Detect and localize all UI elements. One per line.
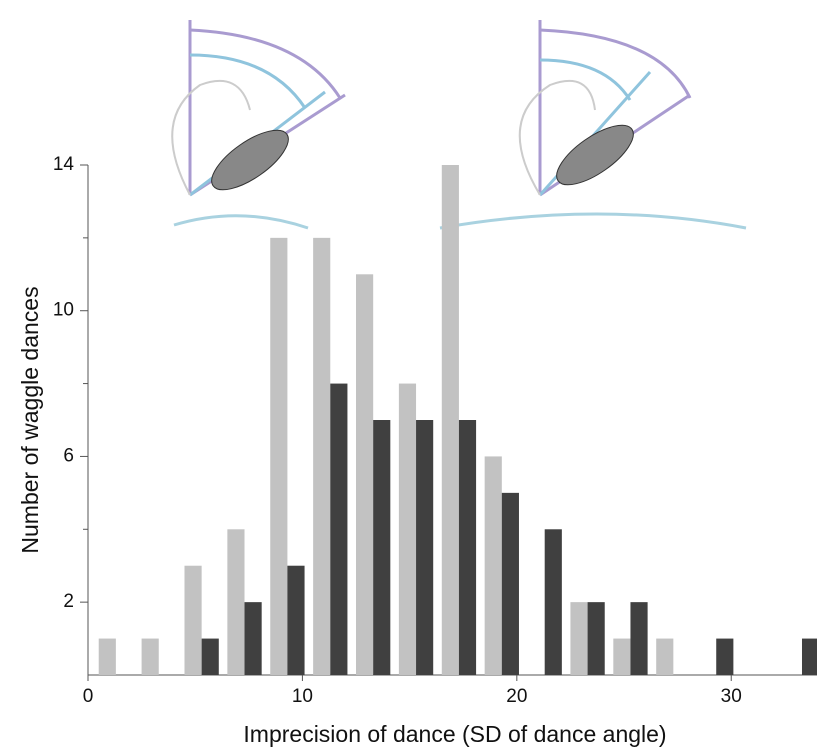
bar — [141, 638, 159, 675]
bar — [416, 420, 434, 675]
bar — [587, 602, 605, 675]
bar — [801, 638, 817, 675]
bar — [630, 602, 648, 675]
y-tick-label: 6 — [63, 445, 74, 466]
bar — [544, 529, 562, 675]
y-tick-label: 14 — [53, 154, 75, 175]
bar — [227, 529, 245, 675]
bar — [458, 420, 477, 675]
bar — [244, 602, 262, 675]
y-axis-title: Number of waggle dances — [17, 286, 43, 553]
bar — [656, 638, 674, 675]
bar — [570, 602, 588, 675]
y-tick-label: 10 — [53, 300, 74, 321]
bar — [98, 638, 116, 675]
x-tick-label: 0 — [83, 686, 94, 707]
bar — [313, 237, 331, 675]
bar — [184, 565, 202, 675]
x-tick-label: 20 — [506, 686, 527, 707]
bar — [330, 383, 348, 675]
bar — [398, 383, 417, 675]
bar — [716, 638, 734, 675]
x-tick-label: 30 — [721, 686, 742, 707]
bar — [356, 274, 374, 675]
dance-diagram-right — [439, 20, 747, 230]
bar — [441, 165, 459, 675]
bar — [201, 638, 219, 675]
bar — [501, 492, 519, 675]
bar — [287, 565, 305, 675]
bar — [484, 456, 502, 675]
dance-diagram-left — [171, 20, 346, 230]
x-axis-title: Imprecision of dance (SD of dance angle) — [243, 721, 666, 747]
x-tick-label: 10 — [292, 686, 313, 707]
bar — [613, 638, 631, 675]
bar — [373, 420, 391, 675]
bar — [270, 237, 288, 675]
y-tick-label: 2 — [63, 591, 74, 612]
